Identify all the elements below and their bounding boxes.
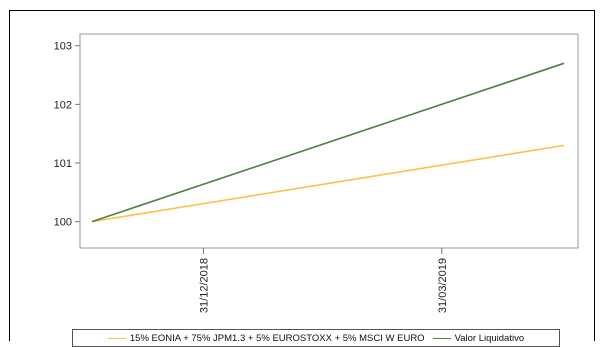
legend-item: 15% EONIA + 75% JPM1.3 + 5% EUROSTOXX + …: [107, 332, 425, 344]
y-tick-label: 101: [54, 158, 72, 170]
chart-frame: 100 101 102 103 31/12/2018 31/03/2019 15% EON…: [9, 10, 595, 347]
x-tick-label: 31/12/2018: [198, 258, 210, 313]
y-tick-label: 100: [54, 217, 72, 229]
series-line-benchmark: [91, 144, 565, 223]
y-tick-label: 103: [54, 41, 72, 53]
legend-item: Valor Liquidativo: [432, 332, 525, 344]
legend-swatch: [107, 337, 126, 339]
legend-label: 15% EONIA + 75% JPM1.3 + 5% EUROSTOXX + …: [129, 332, 425, 344]
plot-area: [79, 33, 579, 249]
legend: 15% EONIA + 75% JPM1.3 + 5% EUROSTOXX + …: [72, 329, 560, 347]
legend-label: Valor Liquidativo: [454, 332, 525, 344]
series-line-valor-liquidativo: [91, 62, 565, 223]
legend-swatch: [432, 337, 451, 339]
line-chart: 100 101 102 103 31/12/2018 31/03/2019: [54, 33, 579, 313]
y-tick-label: 102: [54, 99, 72, 111]
x-tick-label: 31/03/2019: [437, 258, 449, 313]
